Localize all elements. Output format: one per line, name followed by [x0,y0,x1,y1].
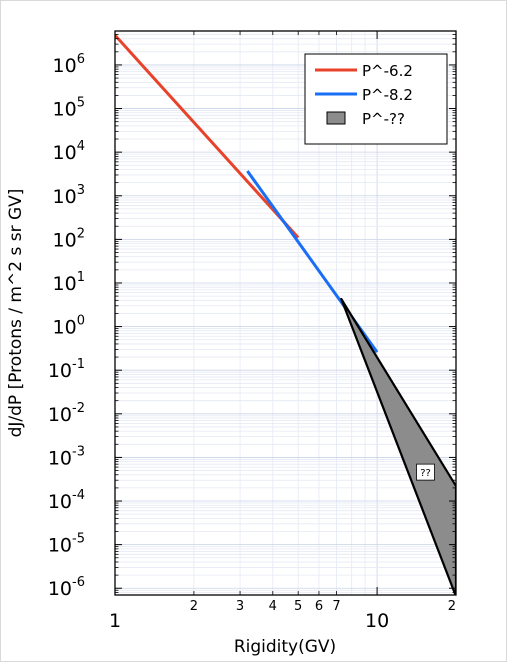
x-minor-tick-label: 5 [294,599,302,614]
plot-border [114,30,457,596]
x-tick-label: 10 [365,610,389,632]
y-tick-label: 106 [53,52,85,77]
y-tick-label: 101 [53,270,85,295]
annotations: ?? [416,463,435,481]
y-tick-label: 102 [53,226,85,251]
x-minor-tick-label: 7 [332,599,340,614]
y-tick-label: 105 [53,96,85,121]
x-tick-labels: 1 10 2 3 4 5 6 7 2 [109,599,456,632]
annotation-label: ?? [420,468,431,479]
y-tick-labels: 106 105 104 103 102 101 100 10-1 10-2 10-3 10-4 10-… [48,52,85,600]
y-tick-label: 10-1 [48,357,85,382]
x-minor-tick-label: 3 [236,599,244,614]
legend-label: P^-6.2 [362,62,413,80]
legend-label: P^-?? [362,110,405,128]
annotation-box [416,463,435,481]
y-tick-label: 10-3 [48,444,85,469]
legend-swatch [326,111,346,125]
series-line-P^-6.2 [115,34,300,239]
y-tick-label: 103 [53,183,85,208]
y-tick-label: 100 [53,314,85,339]
series-band-P^-?? [340,297,456,595]
legend-label: P^-8.2 [362,86,413,104]
y-tick-label: 104 [53,139,85,164]
x-minor-tick-label: 2 [448,599,456,614]
y-axis-label: dJ/dP [Protons / m^2 s sr GV] [6,189,26,438]
x-axis-label: Rigidity(GV) [234,637,336,657]
tick-marks [114,30,457,596]
legend: P^-6.2 P^-8.2 P^-?? [304,53,448,145]
y-tick-label: 10-4 [48,488,85,513]
x-tick-label: 1 [109,610,121,632]
series-layer [115,34,456,595]
x-minor-tick-label: 2 [190,599,198,614]
y-tick-label: 10-5 [48,532,85,557]
y-tick-label: 10-2 [48,401,85,426]
y-tick-label: 10-6 [48,575,85,600]
x-minor-tick-label: 6 [315,599,323,614]
x-minor-tick-label: 4 [269,599,277,614]
